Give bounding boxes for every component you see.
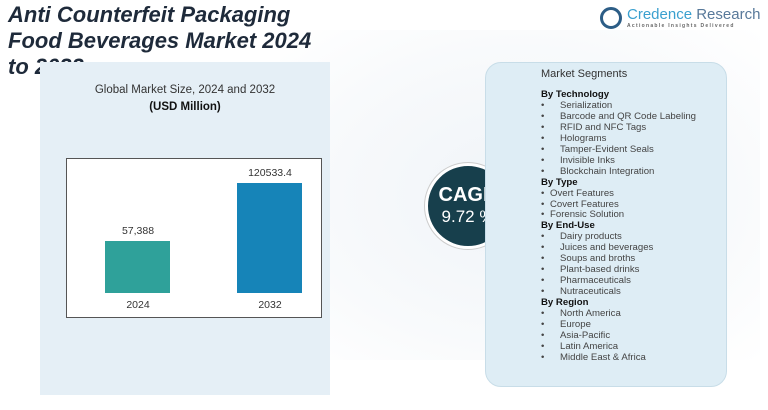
segment-item-label: Nutraceuticals <box>560 286 621 298</box>
segment-item: • Asia-Pacific <box>541 329 696 342</box>
value-label: 120533.4 <box>248 167 292 179</box>
segment-item: • Nutraceuticals <box>541 286 696 298</box>
segment-item: • Latin America <box>541 340 696 353</box>
x-tick-label: 2024 <box>126 299 150 311</box>
bullet-icon: • <box>541 143 545 155</box>
segment-item-label: Forensic Solution <box>550 209 625 221</box>
bullet-icon: • <box>541 198 545 210</box>
bullet-icon: • <box>541 187 545 199</box>
segment-item: • Tamper-Evident Seals <box>541 143 696 156</box>
page-title: Anti Counterfeit Packaging Food Beverage… <box>8 2 312 79</box>
bullet-icon: • <box>541 132 545 144</box>
segment-item-label: Invisible Inks <box>560 154 615 166</box>
segment-group-title: By Technology <box>541 89 610 100</box>
segment-item-label: Juices and beverages <box>560 242 654 254</box>
segment-item-label: Europe <box>560 319 591 331</box>
segment-item: • Europe <box>541 319 696 331</box>
segment-item: • RFID and NFC Tags <box>541 121 696 134</box>
chart-unit: (USD Million) <box>149 101 221 113</box>
segments-list: By Technology • Serialization • Barcode and … <box>541 89 697 364</box>
segment-item-label: Tamper-Evident Seals <box>560 143 654 155</box>
segment-item: • Invisible Inks <box>541 154 696 167</box>
segment-item: • Covert Features <box>541 198 696 211</box>
segment-item-label: Soups and broths <box>560 253 636 265</box>
segment-item: • Middle East & Africa <box>541 351 696 364</box>
segment-item-label: Plant-based drinks <box>560 264 640 276</box>
segment-item-label: Barcode and QR Code Labeling <box>560 110 697 122</box>
segment-item-label: Pharmaceuticals <box>560 275 631 287</box>
bar-2032 <box>237 183 302 293</box>
bullet-icon: • <box>541 121 545 133</box>
cagr-value: 9.72 % <box>441 207 495 226</box>
bullet-icon: • <box>541 264 545 276</box>
bullet-icon: • <box>541 351 545 363</box>
bullet-icon: • <box>541 231 545 243</box>
segment-item: • Soups and broths <box>541 253 696 265</box>
bullet-icon: • <box>541 286 545 298</box>
segment-item-label: Overt Features <box>550 187 614 199</box>
segment-item: • Blockchain Integration <box>541 165 696 178</box>
segment-item-label: Holograms <box>560 132 607 144</box>
segment-item-label: Middle East & Africa <box>560 351 646 363</box>
bullet-icon: • <box>541 308 545 320</box>
bullet-icon: • <box>541 275 545 287</box>
segment-group-title: By Region <box>541 297 589 309</box>
segment-item-label: Covert Features <box>550 198 619 210</box>
bullet-icon: • <box>541 340 545 352</box>
segments-heading: Market Segments <box>541 68 628 80</box>
bullet-icon: • <box>541 154 545 166</box>
logo: Credence Research Actionable Insights De… <box>600 6 760 29</box>
logo-icon <box>600 6 622 29</box>
segment-item: • Plant-based drinks <box>541 264 696 276</box>
bullet-icon: • <box>541 319 545 331</box>
segment-item-label: Serialization <box>560 99 613 111</box>
bullet-icon: • <box>541 329 545 341</box>
segment-item: • Barcode and QR Code Labeling <box>541 110 697 123</box>
bullet-icon: • <box>541 209 545 221</box>
segment-item-label: Blockchain Integration <box>560 165 655 177</box>
value-label: 57,388 <box>121 224 155 237</box>
chart-title: Global Market Size, 2024 and 2032 <box>94 84 276 96</box>
bullet-icon: • <box>541 253 545 265</box>
segment-group-title: By End-Use <box>541 220 595 232</box>
segment-item: • Forensic Solution <box>541 210 696 221</box>
segment-item-label: RFID and NFC Tags <box>560 121 647 133</box>
segment-item: • Overt Features <box>541 187 696 200</box>
segment-item: • Juices and beverages <box>541 242 696 254</box>
bullet-icon: • <box>541 242 545 254</box>
segment-item-label: North America <box>560 308 621 320</box>
segment-item: • Serialization <box>541 99 696 112</box>
bullet-icon: • <box>541 99 545 111</box>
bullet-icon: • <box>541 165 545 177</box>
segment-item: • Dairy products <box>541 231 696 243</box>
bar-2024 <box>105 240 170 293</box>
segment-group-title: By Type <box>541 176 578 188</box>
market-segments-panel: Market Segments By Technology • Serializat… <box>485 62 727 387</box>
segment-item-label: Dairy products <box>560 231 622 243</box>
x-tick-label: 2032 <box>258 299 282 311</box>
segment-item: • Holograms <box>541 132 696 145</box>
segment-item-label: Asia-Pacific <box>560 329 611 341</box>
bullet-icon: • <box>541 110 545 122</box>
segment-item-label: Latin America <box>560 340 619 352</box>
segment-item: • Pharmaceuticals <box>541 275 696 287</box>
cagr-label: CAGR <box>438 184 498 206</box>
segment-item: • North America <box>541 308 696 320</box>
